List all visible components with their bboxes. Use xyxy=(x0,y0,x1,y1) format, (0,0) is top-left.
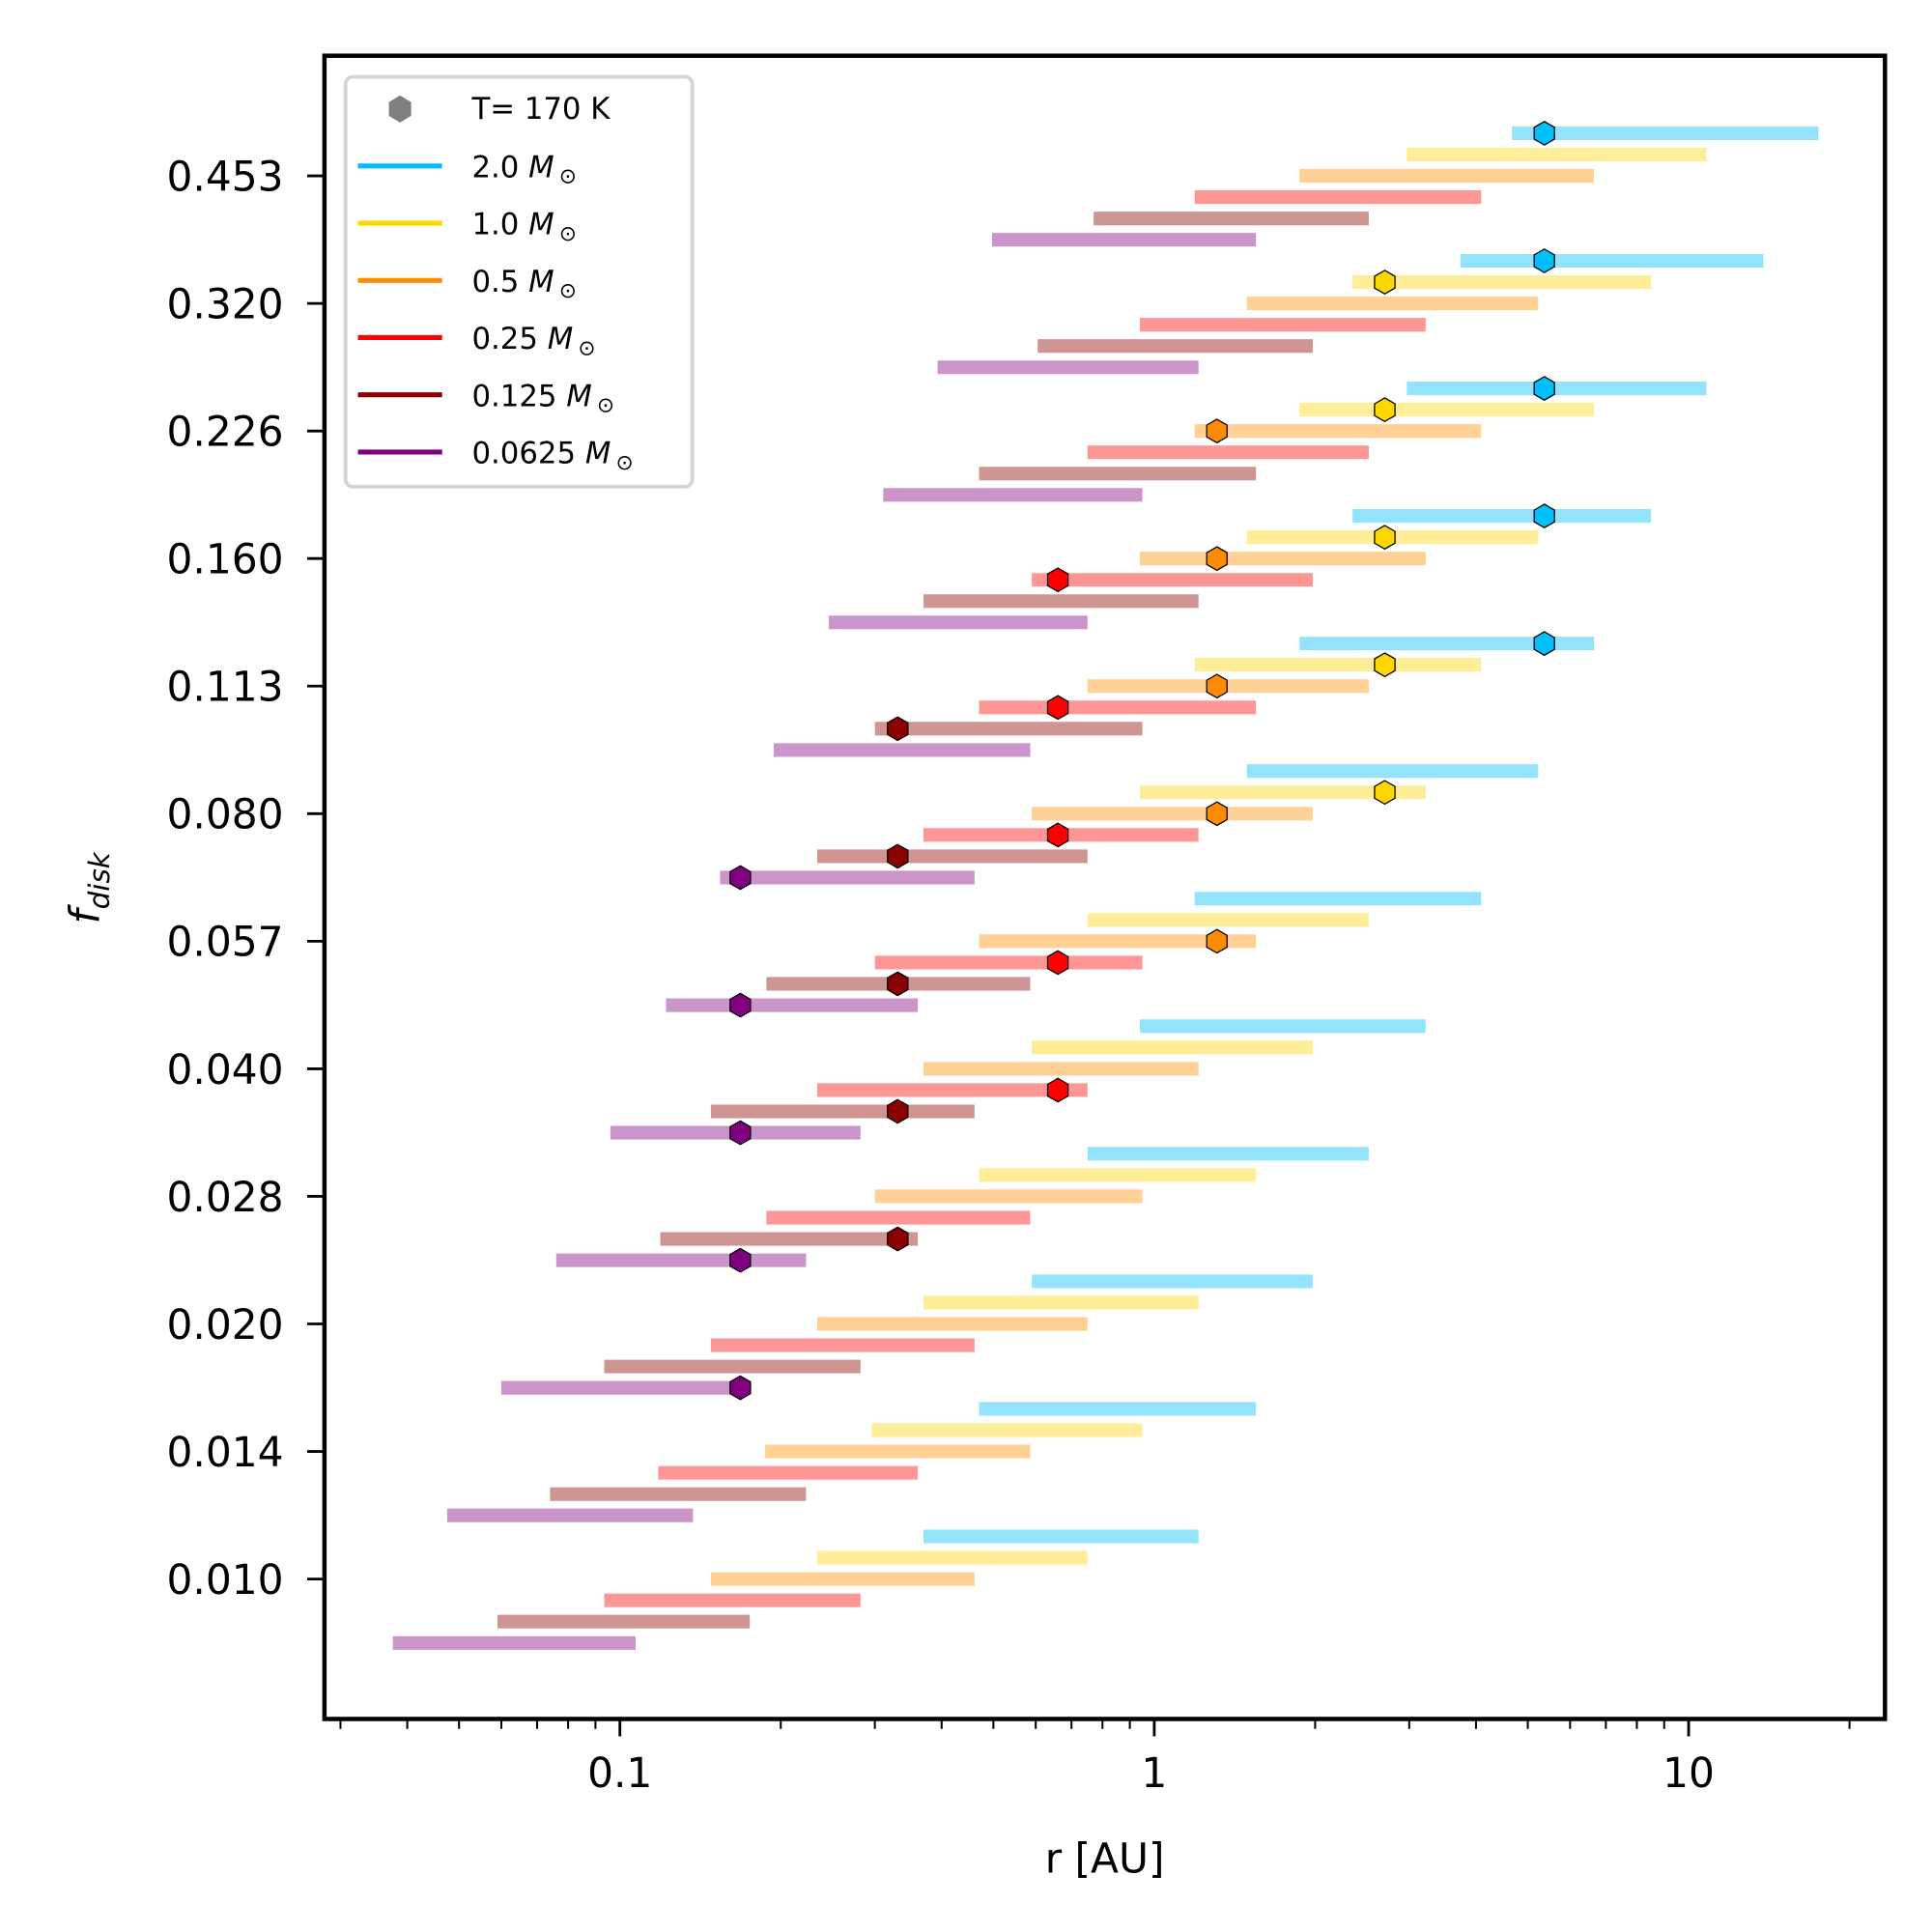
plot-frame xyxy=(322,53,1888,1721)
y-tick-label: 0.014 xyxy=(166,1429,283,1476)
y-axis-label-sub: disk xyxy=(83,850,116,909)
hexagon-marker xyxy=(729,1120,752,1146)
legend-entry-label: 2.0 M ⊙ xyxy=(471,150,577,188)
markers-layer xyxy=(729,121,1555,1401)
hexagon-marker xyxy=(887,1226,909,1252)
legend-entry-label: 0.125 M ⊙ xyxy=(471,379,614,417)
y-axis-ticks: 0.453 0.320 0.226 0.160 0.113 0.080 0.057 0.040… xyxy=(166,153,325,1604)
hexagon-marker xyxy=(729,992,752,1018)
y-tick-label: 0.028 xyxy=(166,1174,283,1221)
hexagon-marker xyxy=(1374,652,1396,678)
hexagon-marker xyxy=(1046,1077,1069,1103)
hexagon-marker xyxy=(1533,248,1555,273)
x-axis-ticks: 0.1 1 10 xyxy=(339,1719,1851,1797)
hexagon-marker xyxy=(1046,695,1069,721)
x-axis-label: r [AU] xyxy=(1045,1834,1165,1882)
hexagon-marker xyxy=(729,865,752,891)
legend-entry-label: 0.25 M ⊙ xyxy=(471,322,595,360)
hexagon-marker xyxy=(1206,801,1228,827)
x-tick-label: 1 xyxy=(1141,1749,1167,1797)
legend-frame xyxy=(343,74,695,489)
y-tick-label: 0.226 xyxy=(166,409,283,456)
x-tick-label: 10 xyxy=(1662,1749,1715,1797)
hexagon-marker xyxy=(1046,950,1069,976)
y-tick-label: 0.057 xyxy=(166,919,283,966)
hexagon-marker xyxy=(1206,418,1228,444)
hexagon-marker xyxy=(1206,673,1228,699)
bars-layer xyxy=(392,126,1819,1650)
hexagon-marker xyxy=(729,1375,752,1401)
hexagon-marker xyxy=(887,843,909,869)
y-tick-label: 0.010 xyxy=(166,1556,283,1604)
legend-entry-label: 1.0 M ⊙ xyxy=(471,208,577,246)
hexagon-marker xyxy=(1533,121,1555,146)
y-tick-label: 0.040 xyxy=(166,1046,283,1094)
hexagon-marker xyxy=(887,971,909,997)
hexagon-marker xyxy=(887,1098,909,1124)
hexagon-marker xyxy=(1206,928,1228,954)
hexagon-marker xyxy=(1533,376,1555,401)
hexagon-marker xyxy=(1046,822,1069,848)
y-axis-label-main: f xyxy=(62,903,109,923)
y-tick-label: 0.160 xyxy=(166,536,283,583)
hexagon-marker xyxy=(729,1247,752,1273)
legend-entry-label: 0.0625 M ⊙ xyxy=(471,436,633,474)
hexagon-marker xyxy=(1533,631,1555,657)
y-tick-label: 0.453 xyxy=(166,153,283,200)
y-tick-label: 0.020 xyxy=(166,1301,283,1349)
hexagon-marker xyxy=(887,716,909,742)
hexagon-marker xyxy=(1206,546,1228,572)
hexagon-marker xyxy=(1374,270,1396,295)
y-tick-label: 0.080 xyxy=(166,791,283,838)
x-tick-label: 0.1 xyxy=(587,1749,652,1797)
y-tick-label: 0.113 xyxy=(166,664,283,711)
hexagon-marker xyxy=(1374,780,1396,806)
y-axis-label: fdisk xyxy=(62,850,116,923)
hexagon-marker xyxy=(1374,397,1396,423)
y-tick-label: 0.320 xyxy=(166,280,283,327)
hexagon-marker xyxy=(1533,503,1555,529)
legend-entry-label: 0.5 M ⊙ xyxy=(471,265,577,303)
legend-marker-label: T= 170 K xyxy=(470,92,611,127)
hexagon-marker xyxy=(1374,525,1396,551)
legend-entries: 2.0 M ⊙ 1.0 M ⊙ 0.5 M ⊙ 0.25 M ⊙ 0.125 M ⊙ 0.0625 … xyxy=(357,150,634,475)
hexagon-marker xyxy=(1046,567,1069,593)
legend: T= 170 K 2.0 M ⊙ 1.0 M ⊙ 0.5 M ⊙ 0.25 M ⊙ 0.125 … xyxy=(343,74,695,489)
legend-hexagon-icon xyxy=(388,95,412,123)
